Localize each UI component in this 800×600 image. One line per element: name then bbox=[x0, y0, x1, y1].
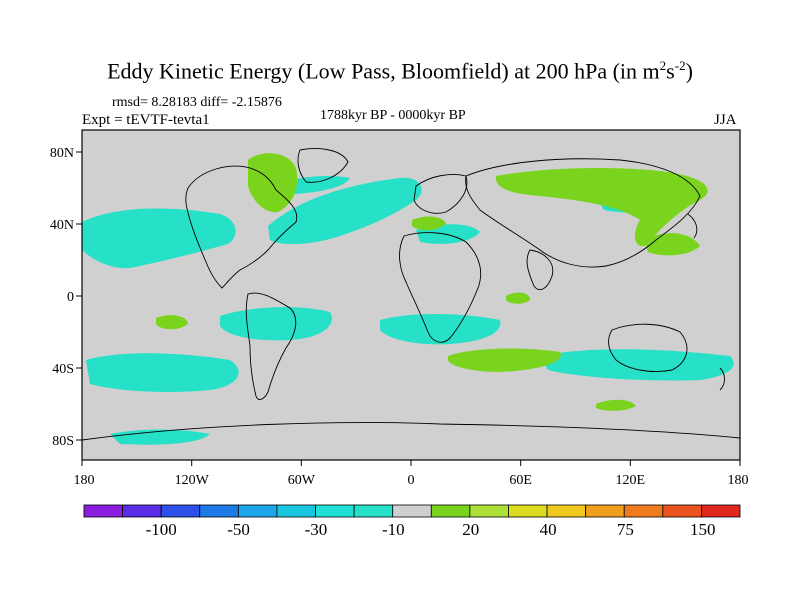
colorbar-labels: -100 -50 -30 -10 20 40 75 150 bbox=[146, 520, 716, 539]
coastline-antarctica bbox=[81, 422, 741, 441]
colorbar-box bbox=[508, 504, 548, 518]
anomaly-region-arabia bbox=[506, 292, 530, 304]
colorbar-box bbox=[430, 504, 471, 518]
colorbar-box bbox=[315, 504, 355, 518]
y-tick-label: 40S bbox=[52, 362, 74, 377]
colorbar-label: 40 bbox=[540, 520, 557, 539]
coastlines bbox=[81, 148, 741, 441]
season-label: JJA bbox=[714, 112, 737, 128]
colorbar-box bbox=[392, 504, 432, 518]
colorbar-label: -10 bbox=[382, 520, 405, 539]
x-tick-label: 60W bbox=[288, 473, 316, 488]
coastline-japan bbox=[687, 213, 698, 239]
stats-label: rmsd= 8.28183 diff= -2.15876 bbox=[112, 95, 282, 110]
coastline-new-zealand bbox=[719, 367, 725, 391]
colorbar-box bbox=[623, 504, 664, 518]
colorbar-box bbox=[160, 504, 201, 518]
x-tick-label: 60E bbox=[509, 473, 532, 488]
anomaly-region-siberia bbox=[495, 168, 708, 247]
coastline-greenland bbox=[297, 148, 349, 183]
colorbar-label: 150 bbox=[690, 520, 716, 539]
x-tick-label: 120W bbox=[175, 473, 210, 488]
colorbar-label: 75 bbox=[617, 520, 634, 539]
colorbar-box bbox=[701, 504, 741, 518]
y-tick-label: 0 bbox=[67, 290, 74, 305]
colorbar-box bbox=[662, 504, 702, 518]
x-tick-label: 180 bbox=[728, 473, 749, 488]
anomaly-region-south-atlantic bbox=[380, 314, 501, 345]
x-tick-label: 180 bbox=[74, 473, 95, 488]
x-tick-label: 120E bbox=[616, 473, 646, 488]
anomaly-region-east-pacific bbox=[156, 315, 188, 330]
colorbar-box bbox=[469, 504, 509, 518]
anomaly-region-south-africa bbox=[448, 348, 561, 372]
colorbar-box bbox=[237, 504, 278, 518]
x-axis-labels: 180 120W 60W 0 60E 120E 180 bbox=[74, 473, 749, 488]
colorbar-box bbox=[83, 504, 123, 518]
anomaly-region-mediterranean bbox=[412, 216, 446, 231]
coastline-india bbox=[526, 249, 554, 290]
colorbar-label: -30 bbox=[305, 520, 328, 539]
positive-anomaly-regions bbox=[156, 153, 708, 411]
y-tick-label: 80N bbox=[50, 146, 74, 161]
coastline-africa bbox=[399, 232, 482, 343]
anomaly-region-south-pacific-2 bbox=[86, 353, 239, 392]
colorbar bbox=[83, 504, 741, 518]
y-tick-label: 40N bbox=[50, 218, 74, 233]
y-tick-label: 80S bbox=[52, 434, 74, 449]
y-axis-labels: 80N 40N 0 40S 80S bbox=[50, 146, 74, 449]
axis-ticks bbox=[76, 151, 741, 466]
coastline-asia bbox=[465, 158, 701, 268]
anomaly-region-australia-south bbox=[596, 399, 636, 411]
coastline-north-america bbox=[185, 165, 298, 289]
coastline-south-america bbox=[245, 292, 297, 400]
x-tick-label: 0 bbox=[408, 473, 415, 488]
chart-title: Eddy Kinetic Energy (Low Pass, Bloomfiel… bbox=[107, 58, 693, 84]
anomaly-region-north-pacific bbox=[82, 208, 236, 269]
coastline-europe bbox=[413, 174, 468, 214]
colorbar-label: 20 bbox=[462, 520, 479, 539]
colorbar-box bbox=[276, 504, 316, 518]
colorbar-box bbox=[353, 504, 394, 518]
colorbar-box bbox=[122, 504, 162, 518]
map-panel bbox=[81, 129, 741, 461]
colorbar-label: -100 bbox=[146, 520, 177, 539]
colorbar-box bbox=[199, 504, 239, 518]
colorbar-label: -50 bbox=[227, 520, 250, 539]
coastline-australia bbox=[608, 323, 688, 372]
anomaly-region-north-atlantic bbox=[268, 177, 422, 245]
colorbar-box bbox=[546, 504, 587, 518]
experiment-label: Expt = tEVTF-tevta1 bbox=[82, 112, 210, 128]
period-label: 1788kyr BP - 0000kyr BP bbox=[320, 108, 466, 123]
colorbar-box bbox=[585, 504, 625, 518]
